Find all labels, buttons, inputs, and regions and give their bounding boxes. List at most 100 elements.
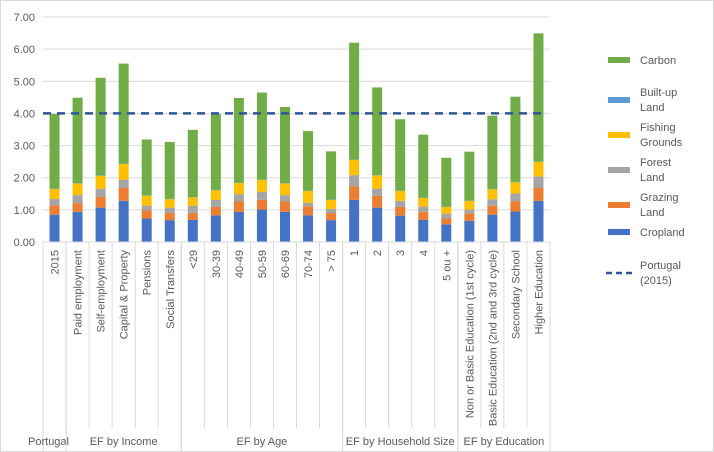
bar-segment-grazing-land — [72, 203, 83, 212]
x-tick-label: Non or Basic Education (1st cycle) — [464, 250, 476, 418]
bar-segment-fishing-grounds — [533, 161, 544, 177]
bar-segment-grazing-land — [118, 188, 129, 201]
bar-segment-fishing-grounds — [510, 182, 521, 194]
bar-segment-carbon — [187, 129, 198, 198]
bar-segment-forest-land — [349, 175, 360, 187]
bar-segment-fishing-grounds — [256, 179, 267, 192]
legend-item: Forest Land — [608, 157, 671, 184]
bar-segment-grazing-land — [187, 213, 198, 220]
bar-segment-carbon — [118, 63, 129, 164]
bar-segment-cropland — [164, 220, 175, 242]
bar-segment-grazing-land — [164, 213, 175, 221]
group-label: EF by Education — [464, 436, 545, 448]
legend-item: Built-up Land — [608, 87, 677, 114]
bar-segment-forest-land — [372, 188, 383, 196]
legend-item: Fishing Grounds — [608, 122, 683, 149]
bar-segment-forest-land — [464, 209, 475, 214]
bar-segment-fishing-grounds — [164, 199, 175, 208]
legend-label: Land — [640, 207, 664, 219]
legend-label: Grazing — [640, 192, 679, 204]
bar-segment-cropland — [187, 219, 198, 242]
x-tick-label: 5 ou + — [441, 250, 453, 281]
legend-label: Cropland — [640, 227, 685, 239]
bar-segment-grazing-land — [464, 213, 475, 221]
bar-segment-grazing-land — [418, 212, 429, 220]
x-tick-label: Secondary School — [510, 250, 522, 339]
bar-segment-cropland — [326, 220, 337, 242]
bar-segment-forest-land — [95, 188, 106, 197]
x-tick-label: Capital & Property — [119, 250, 131, 340]
legend-swatch — [608, 167, 630, 173]
x-tick-label: <29 — [188, 250, 200, 269]
bar-segment-grazing-land — [441, 218, 452, 225]
bar-segment-forest-land — [256, 191, 267, 200]
x-tick-label: > 75 — [326, 250, 338, 272]
bar-segment-cropland — [418, 219, 429, 242]
bar-segment-cropland — [72, 211, 83, 242]
bar-segment-carbon — [303, 131, 314, 191]
x-tick-label: 3 — [395, 250, 407, 256]
bar-segment-carbon — [533, 33, 544, 162]
bar-segment-carbon — [210, 114, 221, 190]
bar-segment-carbon — [326, 151, 337, 200]
bar-segment-forest-land — [303, 202, 314, 207]
legend-label: Grounds — [640, 137, 683, 149]
legend-item: Carbon — [608, 55, 676, 67]
x-tick-label: 50-59 — [257, 250, 269, 278]
bar-segment-fishing-grounds — [72, 183, 83, 196]
bar-segment-fishing-grounds — [464, 200, 475, 210]
bar-segment-fishing-grounds — [233, 182, 244, 195]
y-tick-label: 6.00 — [14, 44, 35, 56]
x-tick-label: 30-39 — [211, 250, 223, 278]
bar-segment-forest-land — [233, 194, 244, 202]
x-tick-label: 2015 — [50, 250, 62, 274]
bar-segment-fishing-grounds — [118, 163, 129, 180]
bar-segment-cropland — [441, 224, 452, 242]
bar-segment-grazing-land — [395, 206, 406, 216]
bar-segment-cropland — [141, 218, 152, 242]
bar-segment-grazing-land — [95, 197, 106, 208]
bar-segment-cropland — [49, 214, 60, 242]
x-tick-label: 40-49 — [234, 250, 246, 278]
bar-segment-forest-land — [49, 198, 60, 206]
bar-segment-forest-land — [418, 206, 429, 213]
legend-label: Forest — [640, 157, 671, 169]
x-tick-label: 1 — [349, 250, 361, 256]
x-tick-label: 4 — [418, 250, 430, 256]
bar-segment-carbon — [49, 114, 60, 189]
bar-segment-carbon — [464, 151, 475, 201]
x-tick-label: Pensions — [142, 250, 154, 296]
bar-segment-grazing-land — [233, 201, 244, 212]
bar-segment-fishing-grounds — [326, 199, 337, 209]
bar-segment-grazing-land — [349, 186, 360, 200]
bar-segment-cropland — [510, 211, 521, 242]
y-tick-label: 3.00 — [14, 141, 35, 153]
bar-segment-grazing-land — [49, 205, 60, 215]
bar-segment-grazing-land — [256, 199, 267, 210]
legend-swatch — [608, 57, 630, 63]
y-tick-label: 5.00 — [14, 76, 35, 88]
bar-segment-grazing-land — [326, 213, 337, 221]
x-tick-label: Paid employment — [73, 250, 85, 335]
bar-segment-cropland — [210, 215, 221, 242]
legend-label: Built-up — [640, 87, 677, 99]
x-tick-label: 2 — [372, 250, 384, 256]
x-tick-label: 60-69 — [280, 250, 292, 278]
bar-segment-carbon — [256, 92, 267, 180]
bar-segment-cropland — [95, 207, 106, 242]
bar-segment-cropland — [256, 209, 267, 242]
bar-segment-cropland — [372, 207, 383, 242]
bar-segment-cropland — [118, 200, 129, 242]
y-tick-label: 0.00 — [14, 237, 35, 249]
bar-segment-forest-land — [164, 207, 175, 214]
bar-segment-cropland — [487, 214, 498, 242]
legend-label: Fishing — [640, 122, 675, 134]
bar-segment-forest-land — [141, 205, 152, 211]
bar-segment-fishing-grounds — [141, 195, 152, 206]
bar-segment-carbon — [279, 107, 290, 184]
bar-segment-carbon — [349, 42, 360, 160]
legend-label: (2015) — [640, 275, 672, 287]
legend-swatch — [608, 132, 630, 138]
bar-segment-fishing-grounds — [303, 190, 314, 203]
